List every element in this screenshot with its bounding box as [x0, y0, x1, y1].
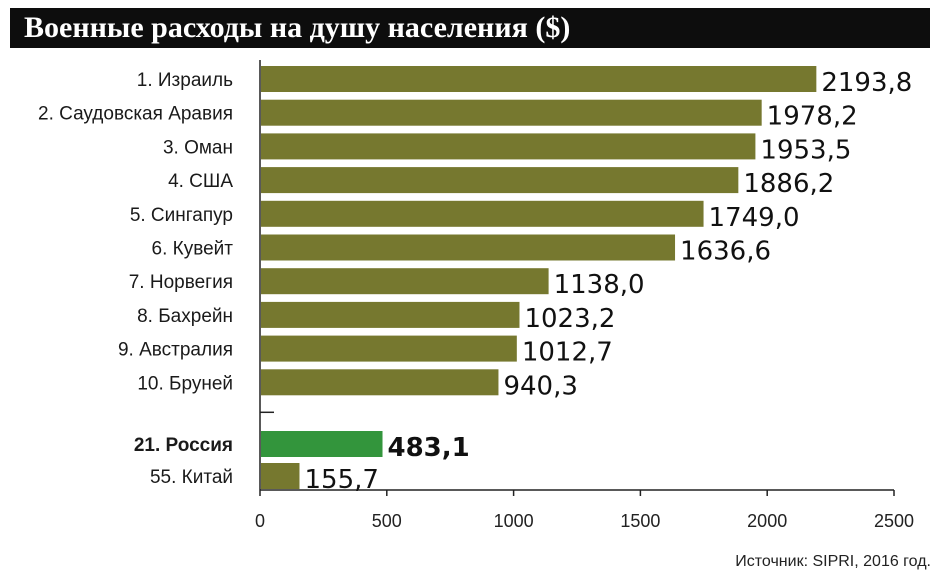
category-label: 6. Кувейт [152, 239, 234, 260]
data-label: 1012,7 [522, 338, 613, 368]
bar [261, 200, 704, 227]
category-label: 5. Сингапур [130, 205, 233, 226]
data-label: 1636,6 [680, 237, 771, 267]
bar [261, 431, 383, 457]
bar [261, 133, 756, 160]
bar [261, 234, 676, 261]
bar [261, 369, 499, 396]
bar [261, 335, 517, 362]
category-label: 21. Россия [134, 435, 233, 456]
data-label: 483,1 [388, 433, 470, 463]
data-label: 2193,8 [821, 68, 912, 98]
category-label: 9. Австралия [118, 340, 233, 361]
x-tick-label: 0 [255, 511, 265, 531]
chart-title: Военные расходы на душу населения ($) [24, 11, 571, 44]
bar [261, 99, 762, 126]
category-label: 8. Бахрейн [137, 306, 233, 327]
chart-title-bar: Военные расходы на душу населения ($) [10, 8, 930, 48]
data-label: 1023,2 [524, 304, 615, 334]
data-label: 1978,2 [767, 102, 858, 132]
category-label: 55. Китай [150, 467, 233, 488]
bar [261, 463, 300, 489]
data-label: 155,7 [304, 465, 378, 495]
bar [261, 268, 549, 295]
x-tick-label: 2000 [747, 511, 787, 531]
category-label: 4. США [168, 171, 233, 192]
x-tick-label: 1000 [494, 511, 534, 531]
bar [261, 66, 817, 92]
category-label: 7. Норвегия [129, 272, 233, 293]
bar [261, 167, 739, 194]
category-label: 2. Саудовская Аравия [38, 104, 233, 125]
data-label: 1749,0 [709, 203, 800, 233]
data-label: 940,3 [503, 371, 577, 401]
data-label: 1953,5 [760, 135, 851, 165]
source-note: Источник: SIPRI, 2016 год. [735, 553, 931, 570]
data-label: 1138,0 [554, 270, 645, 300]
category-label: 3. Оман [163, 137, 233, 158]
category-label: 1. Израиль [137, 70, 233, 91]
data-label: 1886,2 [743, 169, 834, 199]
bar [261, 301, 520, 328]
x-tick-label: 500 [372, 511, 402, 531]
x-tick-label: 1500 [620, 511, 660, 531]
category-label: 10. Бруней [137, 373, 233, 394]
x-tick-label: 2500 [874, 511, 914, 531]
